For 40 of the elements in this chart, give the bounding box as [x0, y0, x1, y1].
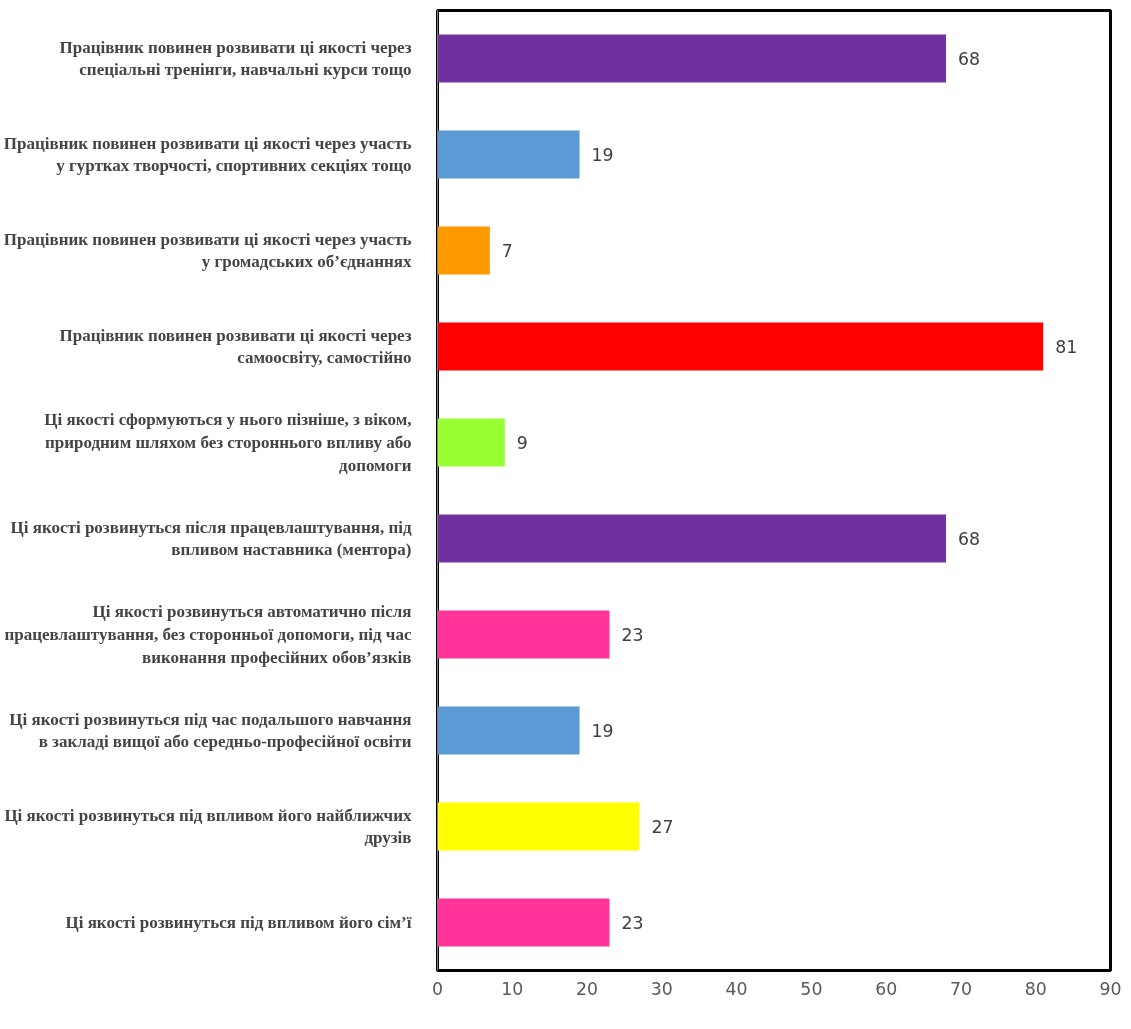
bar	[437, 226, 490, 275]
y-tick-label: Ці якості сформуються у нього пізніше, з віком, природним шляхом без стороннього впливу або допомоги	[44, 410, 412, 475]
data-label: 27	[651, 817, 674, 837]
bar	[437, 514, 946, 563]
x-tick-label: 60	[875, 978, 898, 999]
data-label: 81	[1055, 337, 1078, 357]
data-label: 9	[516, 433, 528, 453]
data-label: 68	[957, 49, 981, 69]
bar	[437, 34, 946, 83]
x-tick-label: 80	[1024, 978, 1047, 999]
x-tick-label: 0	[431, 978, 444, 999]
x-tick-label: 70	[949, 978, 972, 999]
y-tick-label: Працівник повинен розвивати ці якості через спеціальні тренінги, навчальні курси тощо	[59, 37, 412, 80]
bar	[437, 130, 580, 179]
data-label: 19	[591, 145, 614, 165]
bar	[437, 706, 580, 755]
x-tick-label: 10	[501, 978, 524, 999]
y-tick-label: Працівник повинен розвивати ці якості через самоосвіту, самостійно	[59, 325, 412, 368]
bar	[437, 418, 505, 467]
data-label: 68	[957, 529, 981, 549]
data-label: 7	[501, 241, 513, 261]
x-tick-label: 40	[725, 978, 748, 999]
data-label: 19	[591, 721, 614, 741]
bar	[437, 610, 610, 659]
x-tick-label: 30	[650, 978, 673, 999]
y-tick-label: Ці якості розвинуться під впливом його сім’ї	[65, 913, 412, 932]
bar	[437, 322, 1044, 371]
y-tick-label: Ці якості розвинуться після працевлаштування, під впливом наставника (ментора)	[10, 517, 412, 560]
data-label: 23	[621, 913, 644, 933]
y-tick-label: Працівник повинен розвивати ці якості через участь у громадських об’єднаннях	[3, 229, 412, 272]
x-tick-label: 50	[800, 978, 823, 999]
bar	[437, 898, 610, 947]
y-tick-label: Ці якості розвинуться під час подальшого навчання в закладі вищої або середньо-професійної освіти	[9, 709, 412, 752]
x-tick-label: 90	[1099, 978, 1122, 999]
x-tick-label: 20	[576, 978, 599, 999]
data-label: 23	[621, 625, 644, 645]
y-tick-label: Ці якості розвинуться під впливом його найближчих друзів	[4, 805, 412, 848]
y-tick-label: Ці якості розвинуться автоматично після працевлаштування, без сторонньої допомоги, під час виконання професійних обов’язків	[4, 602, 412, 667]
y-tick-label: Працівник повинен розвивати ці якості через участь у гуртках творчості, спортивних секціях тощо	[3, 133, 412, 176]
bar	[437, 802, 640, 851]
